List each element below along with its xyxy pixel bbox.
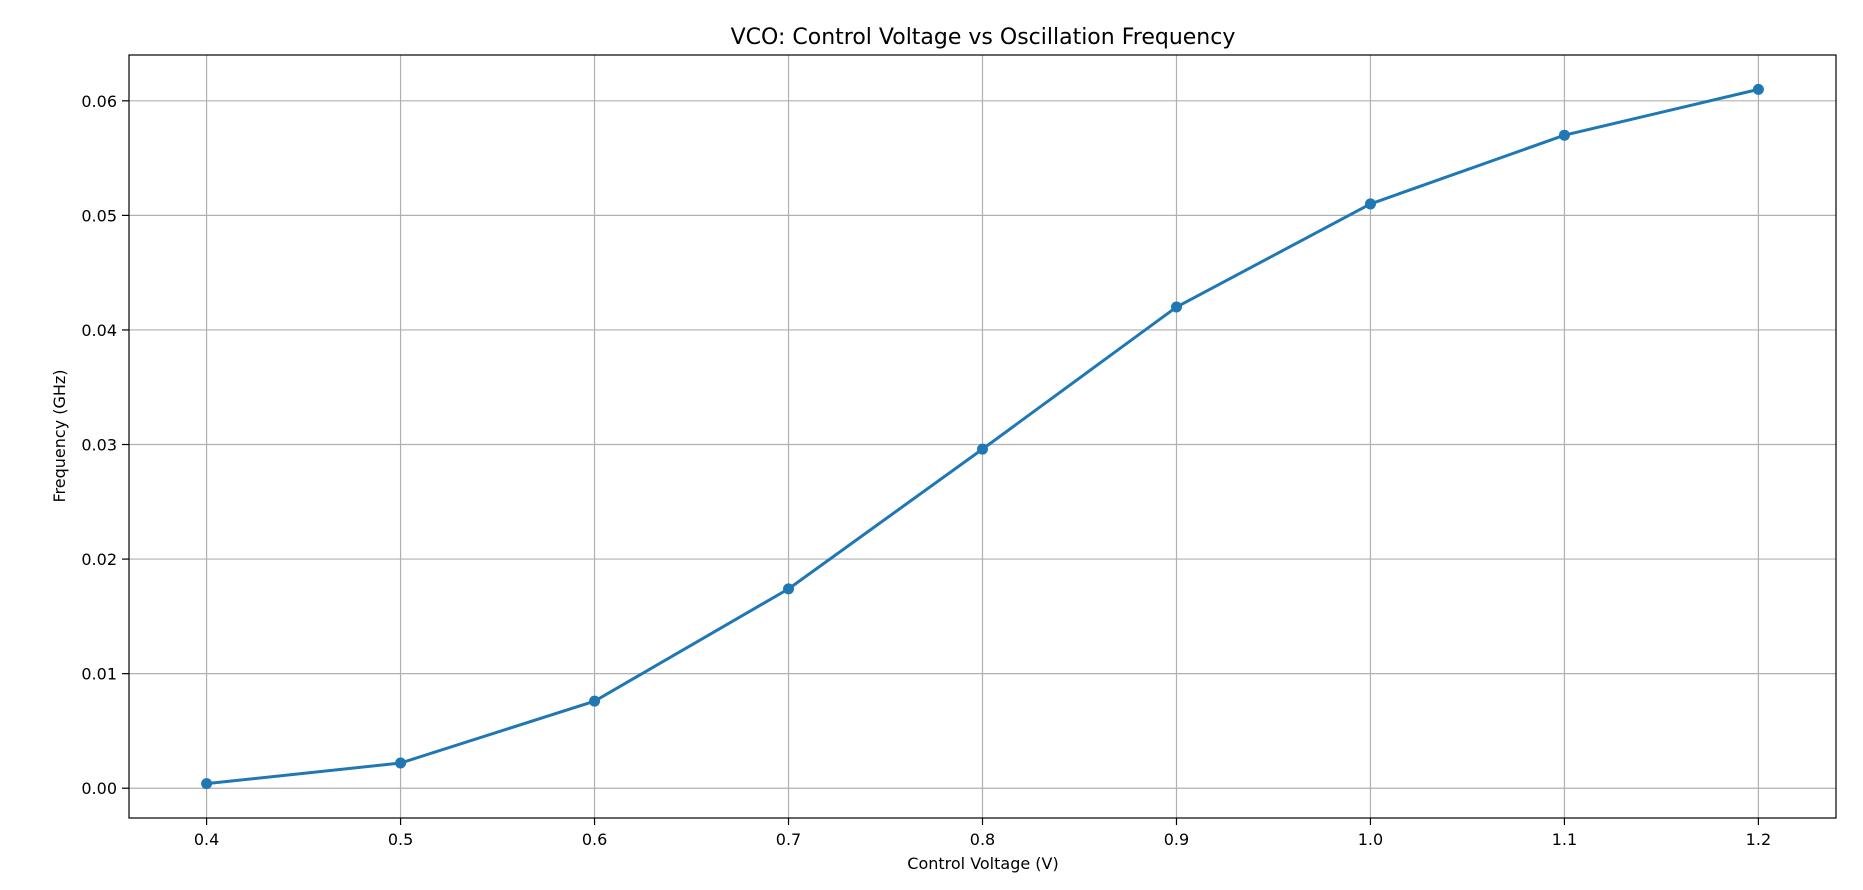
- x-tick-label: 0.8: [970, 830, 995, 849]
- x-tick-label: 0.9: [1164, 830, 1189, 849]
- series-group: [201, 83, 1764, 790]
- y-axis: 0.00 0.01 0.02 0.03 0.04 0.05 0.06: [81, 92, 129, 798]
- x-axis-label: Control Voltage (V): [907, 854, 1058, 873]
- data-point: [1170, 301, 1182, 313]
- data-point: [783, 583, 795, 595]
- x-axis: 0.4 0.5 0.6 0.7 0.8 0.9 1.0 1.1 1.2: [194, 818, 1771, 849]
- data-point: [1752, 83, 1764, 95]
- y-tick-label: 0.05: [81, 206, 117, 225]
- y-tick-label: 0.03: [81, 436, 117, 455]
- y-tick-label: 0.04: [81, 321, 117, 340]
- y-axis-label: Frequency (GHz): [50, 369, 69, 502]
- x-tick-label: 0.6: [582, 830, 607, 849]
- x-tick-label: 1.1: [1552, 830, 1577, 849]
- chart-title: VCO: Control Voltage vs Oscillation Freq…: [731, 25, 1236, 50]
- data-point: [1558, 129, 1570, 141]
- x-tick-label: 0.7: [776, 830, 801, 849]
- data-point: [1364, 198, 1376, 210]
- data-point: [589, 695, 601, 707]
- x-tick-label: 1.2: [1746, 830, 1771, 849]
- data-point: [395, 757, 407, 769]
- x-tick-label: 0.4: [194, 830, 219, 849]
- y-tick-label: 0.06: [81, 92, 117, 111]
- grid: [129, 55, 1836, 818]
- data-point: [201, 778, 213, 790]
- data-point: [977, 443, 988, 455]
- y-tick-label: 0.01: [81, 665, 117, 684]
- y-tick-label: 0.00: [81, 779, 117, 798]
- x-tick-label: 1.0: [1358, 830, 1383, 849]
- x-tick-label: 0.5: [388, 830, 413, 849]
- y-tick-label: 0.02: [81, 550, 117, 569]
